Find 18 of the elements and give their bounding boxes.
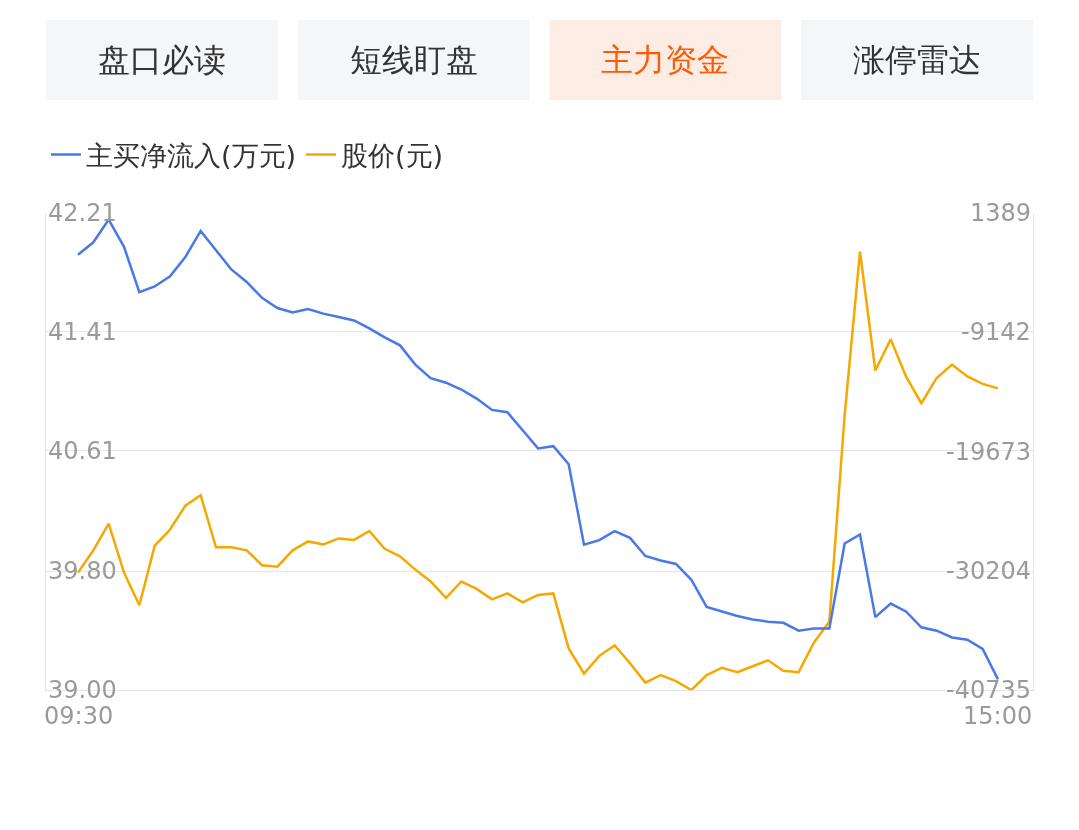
x-tick-label: 09:30 (44, 702, 114, 730)
y2-tick-label: -19673 (946, 438, 1032, 466)
y-tick-label: 39.80 (48, 557, 117, 585)
y-tick-label: 42.21 (48, 199, 117, 227)
y-tick-label: 40.61 (48, 437, 117, 465)
y2-tick-label: -40735 (946, 676, 1032, 704)
text: 主力资金 (601, 41, 729, 79)
text: 短线盯盘 (350, 41, 478, 79)
text: 盘口必读 (98, 41, 226, 79)
y2-tick-label: -30204 (946, 557, 1032, 585)
text: 涨停雷达 (853, 41, 981, 79)
y-tick-label: 41.41 (48, 318, 117, 346)
y2-tick-label: -9142 (961, 318, 1031, 346)
legend-label: 股价(元) (341, 140, 444, 172)
y-tick-label: 39.00 (48, 676, 117, 704)
y2-tick-label: 1389 (970, 199, 1032, 227)
legend-label: 主买净流入(万元) (86, 140, 297, 172)
x-tick-label: 15:00 (963, 702, 1033, 730)
